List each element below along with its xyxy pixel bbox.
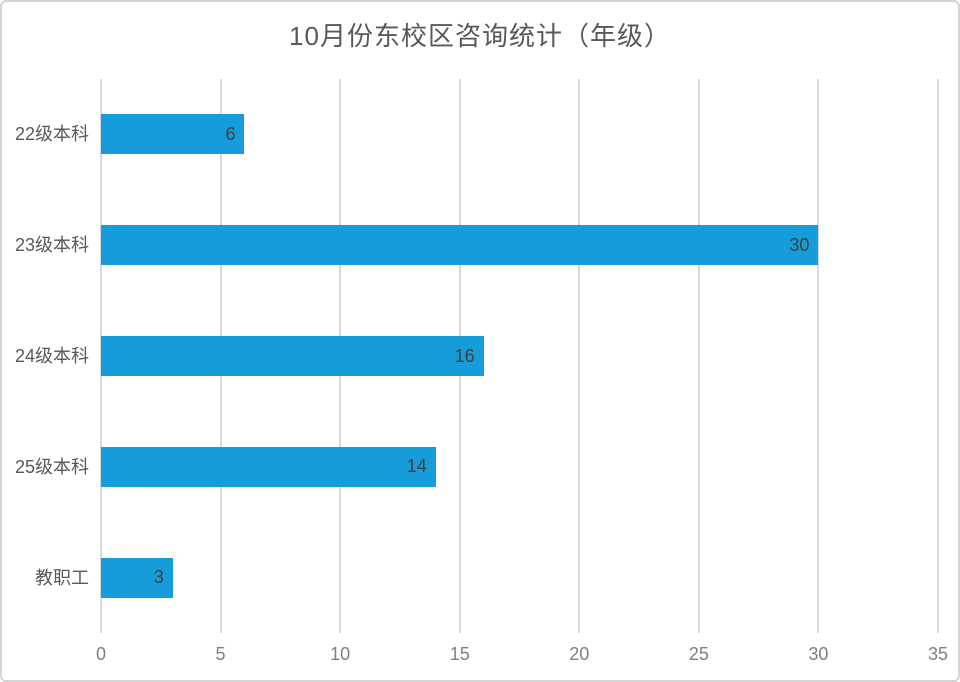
gridline (817, 79, 820, 633)
bar: 6 (101, 114, 245, 155)
gridline (937, 79, 939, 633)
gridline (578, 79, 581, 633)
bar-value-label: 14 (406, 456, 427, 477)
x-axis-tick-label: 20 (569, 644, 590, 664)
x-axis-tick-label: 30 (808, 644, 829, 664)
category-label: 23级本科 (14, 235, 89, 256)
category-label: 教职工 (35, 567, 89, 588)
bar: 3 (101, 557, 173, 598)
category-label: 24级本科 (14, 346, 89, 366)
bar-value-label: 6 (225, 123, 236, 144)
bar: 14 (101, 446, 436, 487)
x-axis-tick-label: 35 (927, 644, 949, 664)
x-axis-tick-label: 25 (688, 644, 709, 664)
category-label: 25级本科 (14, 456, 89, 477)
bar-value-label: 3 (153, 567, 164, 588)
x-axis-tick-label: 15 (449, 644, 470, 664)
x-axis-tick-label: 0 (95, 644, 106, 664)
chart-title: 10月份东校区咨询统计（年级） (289, 21, 671, 51)
bar-value-label: 16 (454, 345, 475, 366)
gridline (697, 79, 700, 633)
x-axis-tick-label: 5 (215, 644, 226, 664)
category-label: 22级本科 (14, 124, 89, 145)
x-axis-tick-label: 10 (330, 644, 351, 664)
bar: 30 (101, 225, 819, 266)
bar-value-label: 30 (789, 234, 810, 255)
bar: 16 (101, 336, 484, 376)
